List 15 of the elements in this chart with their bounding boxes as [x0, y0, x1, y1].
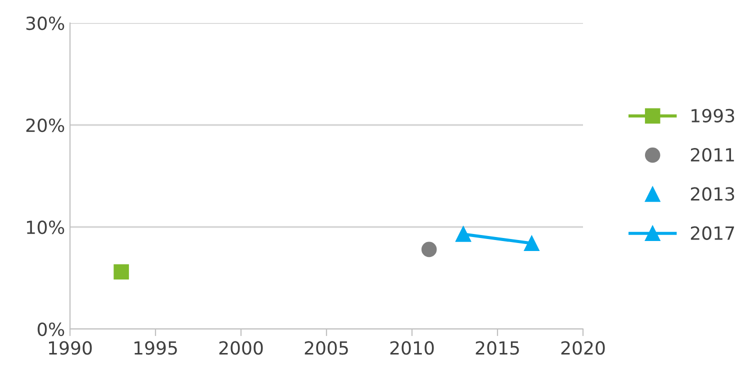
x-tick-label: 2005	[304, 341, 348, 355]
x-tick-label: 2015	[476, 341, 519, 355]
legend-label: 2011	[690, 148, 734, 162]
legend-label: 2017	[690, 226, 734, 240]
x-tick-label: 2000	[219, 341, 263, 355]
x-tick-label: 2010	[390, 341, 434, 355]
y-tick-label: 30%	[26, 16, 64, 30]
x-tick-label: 1990	[49, 341, 92, 355]
x-tick-label: 2020	[561, 341, 605, 355]
x-tick-label: 1995	[134, 341, 177, 355]
y-tick-label: 20%	[26, 118, 64, 132]
y-tick-label: 10%	[26, 220, 64, 234]
legend-label: 1993	[692, 108, 734, 123]
y-tick-label: 0%	[38, 322, 64, 336]
legend-label: 2013	[690, 187, 734, 201]
